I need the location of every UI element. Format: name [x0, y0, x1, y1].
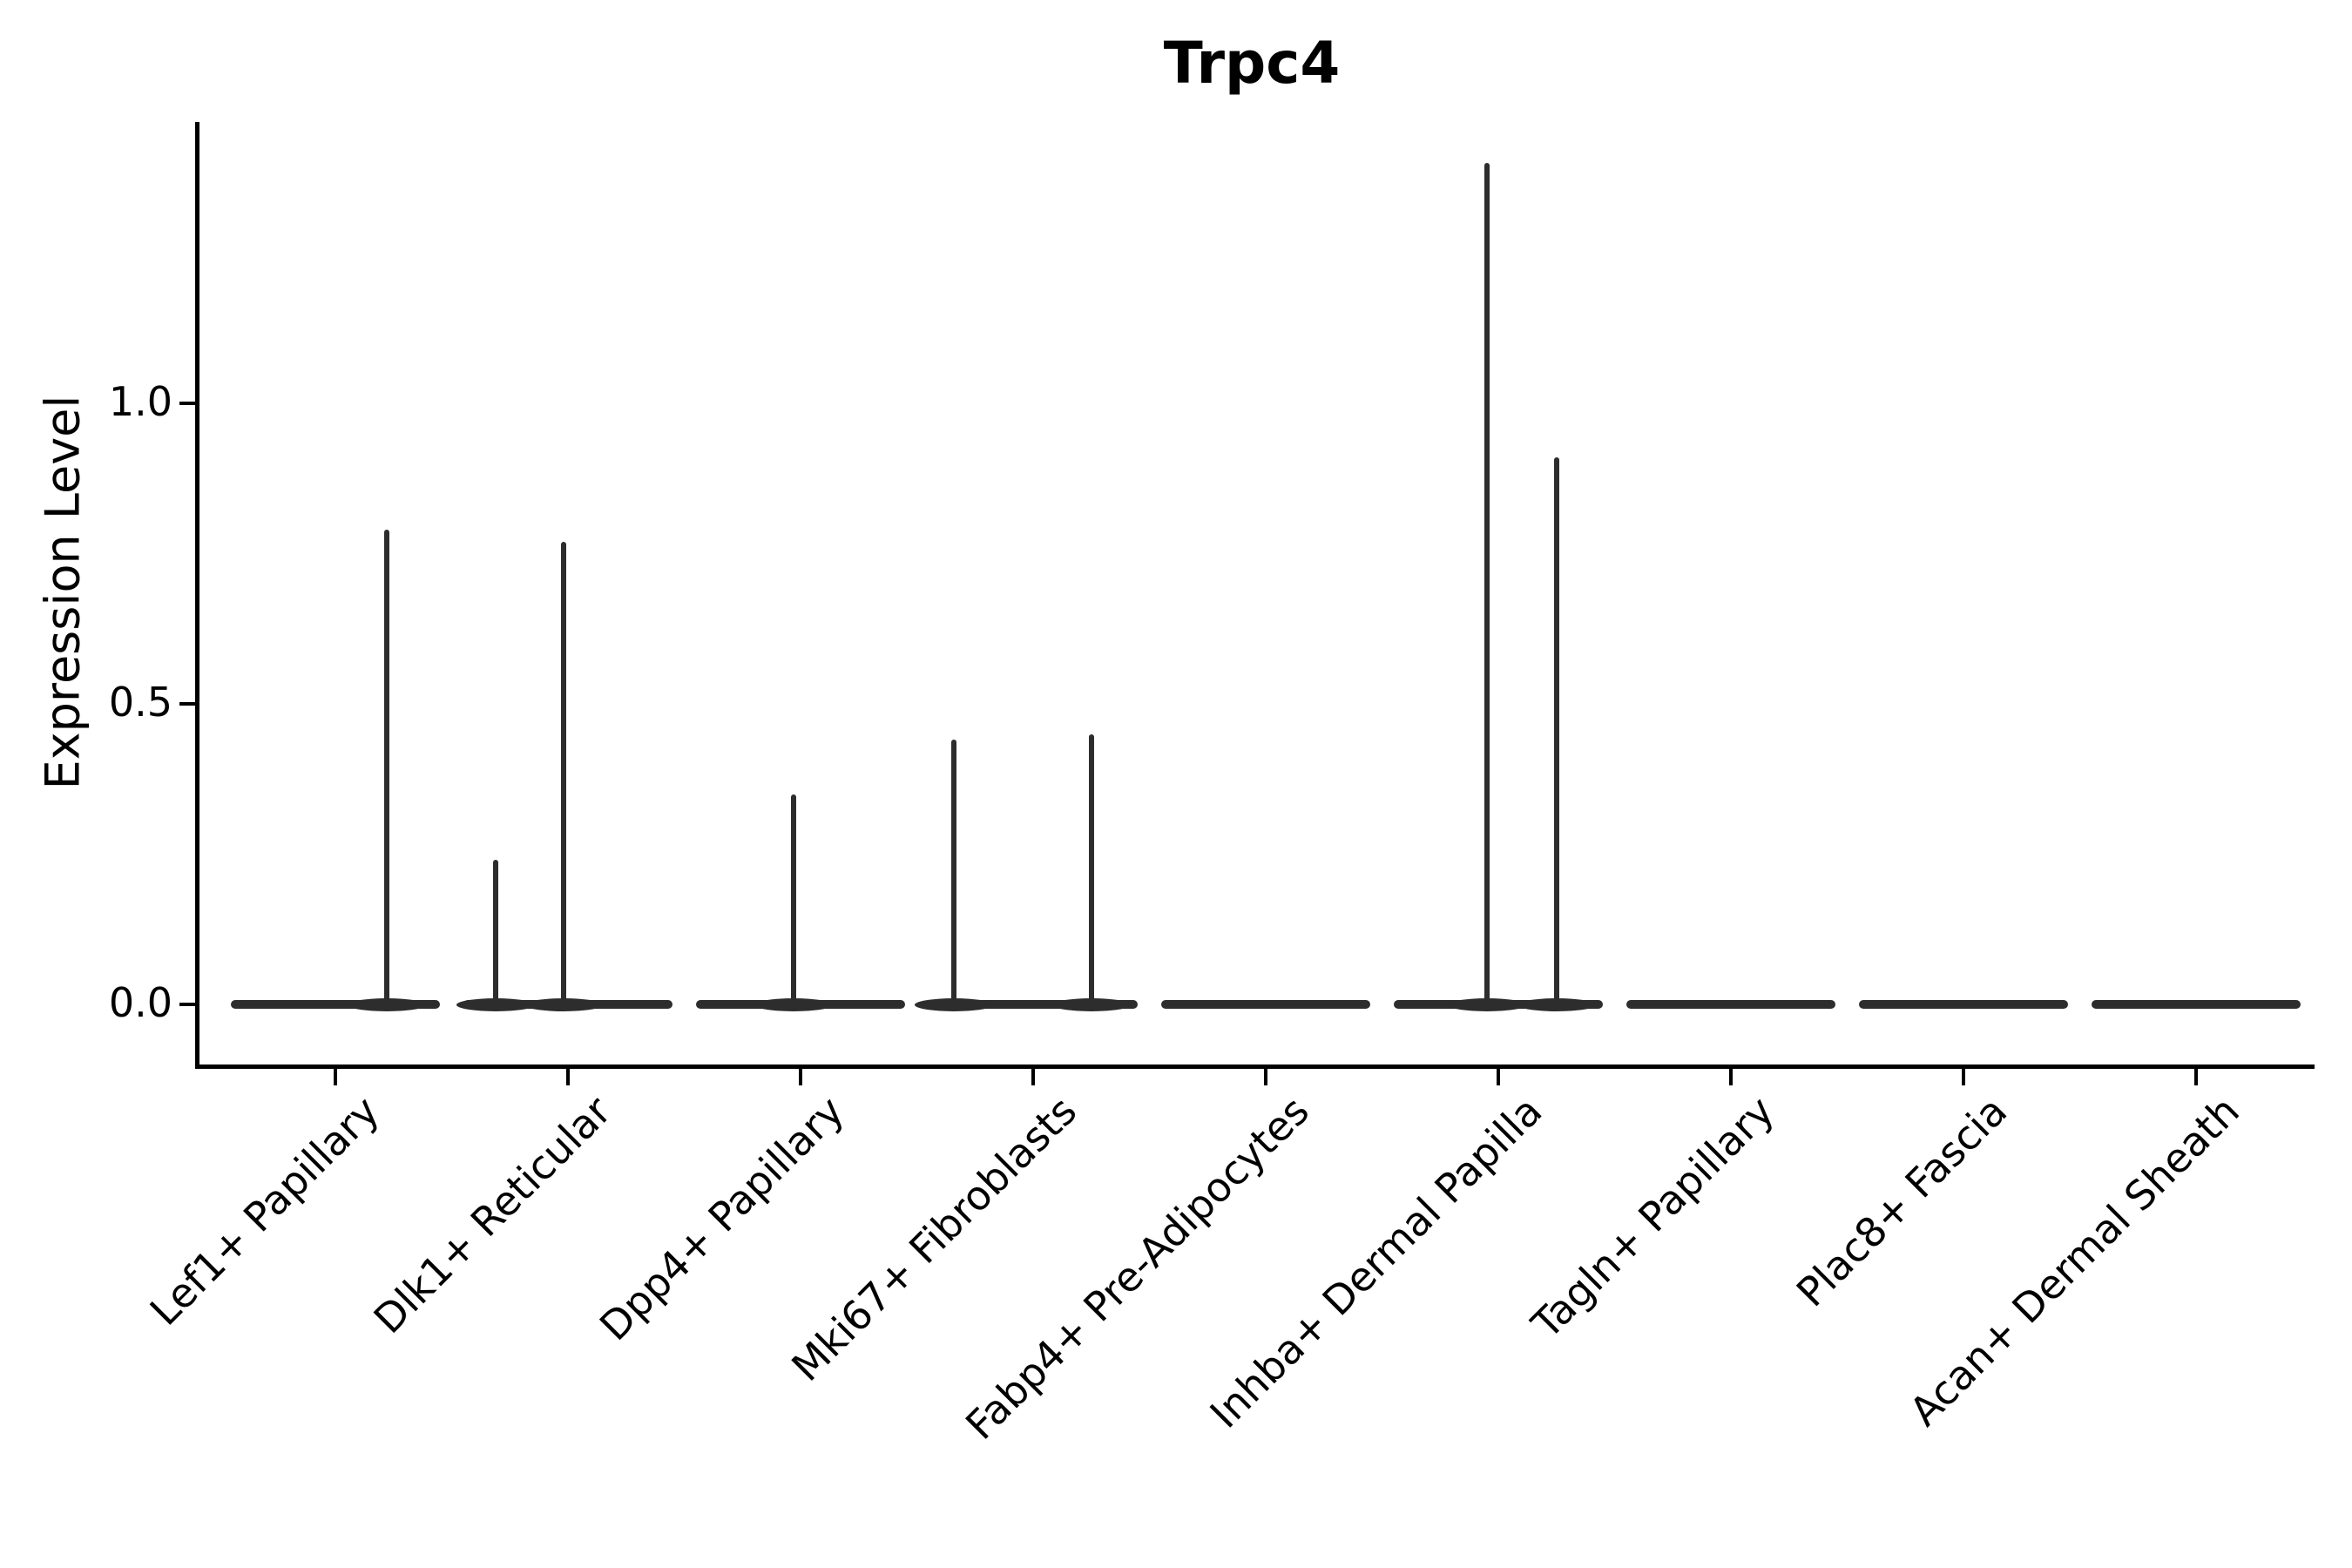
x-tick-mark [799, 1069, 802, 1085]
y-tick-mark [179, 702, 195, 706]
x-tick-mark [1729, 1069, 1733, 1085]
violin-base [1859, 1000, 2068, 1009]
x-tick-label: Dpp4+ Papillary [590, 1087, 854, 1350]
violin-spike [1088, 733, 1094, 1009]
x-tick-label: Dlk1+ Reticular [364, 1087, 621, 1343]
violin-base [1161, 1000, 1370, 1009]
chart-title: Trpc4 [1163, 30, 1341, 97]
violin-spike [1484, 163, 1490, 1009]
violin-spike [1553, 457, 1559, 1009]
x-tick-mark [1031, 1069, 1035, 1085]
violin-spike [493, 860, 499, 1009]
y-tick-label: 1.0 [108, 377, 172, 425]
x-tick-mark [1497, 1069, 1500, 1085]
x-tick-mark [1962, 1069, 1965, 1085]
x-tick-label: Plac8+ Fascia [1787, 1087, 2017, 1316]
violin-base [2092, 1000, 2301, 1009]
x-axis-line [195, 1064, 2315, 1069]
violin-spike [790, 794, 796, 1009]
x-tick-mark [566, 1069, 570, 1085]
violin-spike [560, 541, 566, 1009]
y-tick-label: 0.5 [108, 678, 172, 726]
y-tick-mark [179, 1003, 195, 1006]
violin-base [1626, 1000, 1835, 1009]
violin-spike [383, 529, 389, 1009]
x-tick-mark [1264, 1069, 1267, 1085]
y-axis-line [195, 122, 199, 1069]
violin-spike [951, 740, 957, 1009]
x-tick-label: Tagln+ Papillary [1523, 1087, 1784, 1348]
y-tick-label: 0.0 [108, 978, 172, 1026]
violin-base [929, 1000, 1138, 1009]
x-tick-label: Lef1+ Papillary [140, 1087, 389, 1335]
violin-base [231, 1000, 440, 1009]
y-tick-mark [179, 402, 195, 405]
x-tick-mark [334, 1069, 337, 1085]
y-axis-label: Expression Level [35, 395, 91, 790]
x-tick-mark [2194, 1069, 2198, 1085]
